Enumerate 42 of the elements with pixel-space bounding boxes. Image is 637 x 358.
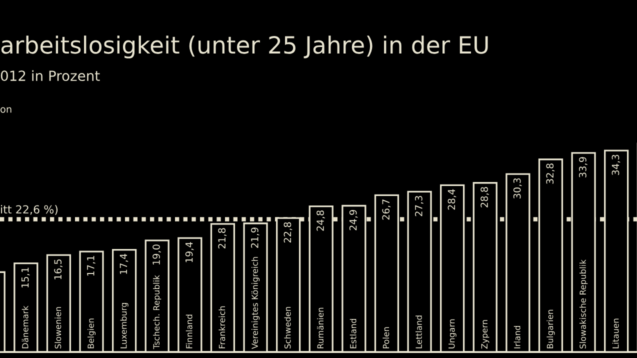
data-label: 32,8	[546, 164, 555, 184]
data-label: 21,9	[250, 228, 260, 248]
chart-subtitle: 012 in Prozent	[0, 70, 100, 82]
data-label: 33,9	[579, 157, 588, 178]
text: on	[0, 107, 12, 113]
x-tick-label: Belgien	[87, 318, 96, 348]
x-tick-label: Frankreich	[218, 306, 226, 348]
data-label: 16,5	[54, 259, 63, 280]
x-tick-label: Vereinigtes Königreich	[251, 257, 260, 349]
data-label: 28,4	[448, 189, 456, 210]
x-tick-label: Rumänien	[317, 308, 324, 348]
data-label: 26,7	[382, 200, 391, 220]
data-label: 30,3	[513, 178, 522, 198]
data-label: 21,8	[218, 228, 227, 248]
data-label: 17,1	[87, 256, 96, 276]
x-tick-label: Polen	[382, 327, 390, 348]
data-label: 27,3	[414, 196, 424, 216]
x-tick-label: Zypern	[481, 320, 490, 349]
data-label: 15,1	[22, 268, 30, 288]
x-tick-label: Slowakische Republik	[580, 259, 588, 349]
data-label: 24,9	[349, 210, 358, 230]
x-tick-label: Bulgarien	[546, 310, 555, 348]
x-tick-label: Tschech. Republik	[153, 275, 162, 350]
chart-title: arbeitslosigkeit (unter 25 Jahre) in der EU	[1, 36, 488, 58]
x-tick-label: Schweden	[284, 306, 291, 349]
data-label: 24,8	[316, 210, 325, 231]
data-label: 19,4	[185, 242, 194, 262]
data-label: 17,4	[120, 254, 128, 274]
x-tick-label: Ungarn	[448, 319, 456, 348]
x-tick-label: Estland	[350, 318, 356, 348]
data-label: 34,3	[612, 154, 620, 175]
data-label: 22,8	[284, 222, 292, 243]
ref-line-label: itt 22,6 %)	[1, 204, 58, 215]
x-tick-label: Lettland	[415, 316, 422, 348]
data-label: 28,8	[480, 187, 489, 208]
x-tick-label: Irland	[514, 326, 520, 348]
x-tick-label: Finnland	[186, 314, 192, 348]
x-tick-label: Dänemark	[22, 306, 28, 348]
x-tick-label: Slowenien	[54, 307, 62, 349]
x-tick-label: Litauen	[612, 318, 619, 348]
x-tick-label: Luxemburg	[120, 302, 128, 348]
data-label: 19,0	[152, 244, 161, 265]
